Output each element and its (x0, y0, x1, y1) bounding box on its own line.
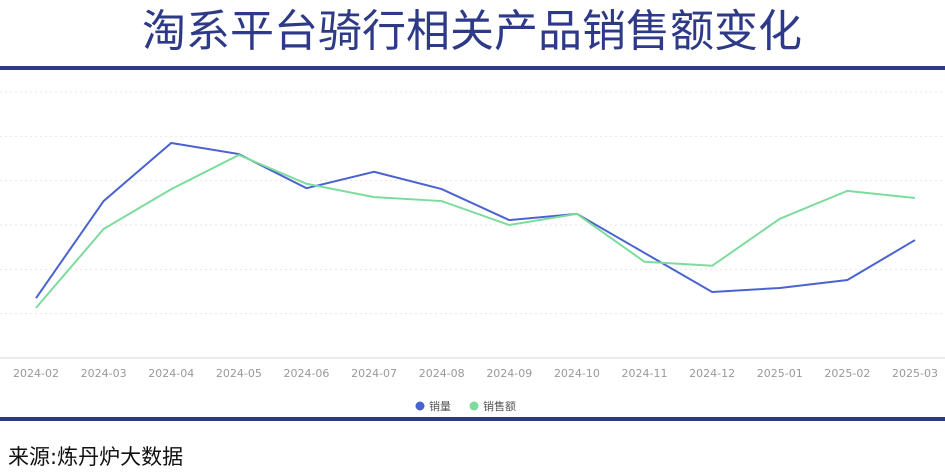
x-tick-label: 2024-06 (283, 367, 329, 380)
series-line (35, 141, 916, 299)
legend-marker (469, 401, 479, 411)
x-tick-label: 2024-05 (216, 367, 262, 380)
x-tick-label: 2025-02 (824, 367, 870, 380)
x-tick-label: 2024-11 (622, 367, 668, 380)
source: 来源:炼丹炉大数据 (8, 445, 183, 469)
footer-rule (0, 417, 945, 421)
x-tick-label: 2024-09 (486, 367, 532, 380)
legend-label: 销售额 (483, 399, 516, 413)
legend-label: 销量 (429, 399, 451, 413)
x-tick-label: 2024-12 (689, 367, 735, 380)
x-tick-label: 2024-07 (351, 367, 397, 380)
x-tick-label: 2024-02 (13, 367, 59, 380)
series-line (35, 153, 916, 309)
x-tick-label: 2024-04 (148, 367, 194, 380)
x-tick-label: 2025-01 (757, 367, 803, 380)
x-tick-label: 2024-08 (419, 367, 465, 380)
title-rule (0, 66, 945, 70)
x-tick-label: 2024-10 (554, 367, 600, 380)
x-tick-label: 2025-03 (892, 367, 938, 380)
legend-marker (415, 401, 425, 411)
x-tick-label: 2024-03 (81, 367, 127, 380)
chart-title: 淘系平台骑行相关产品销售额变化 (142, 6, 802, 57)
